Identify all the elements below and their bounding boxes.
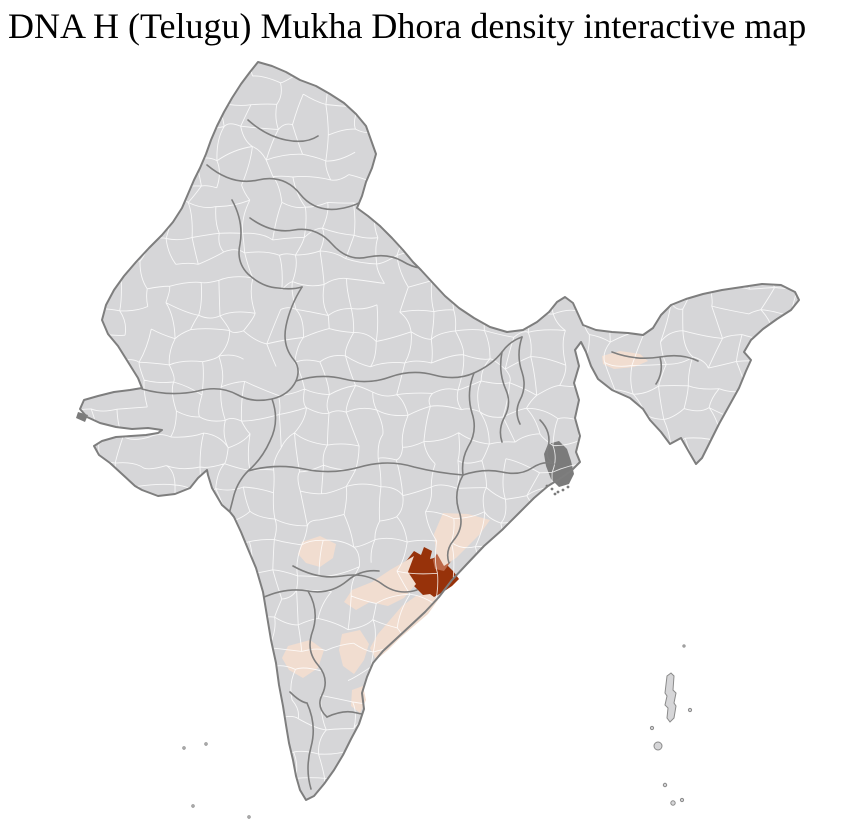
delta-islet-dot [561,488,565,492]
state-border [307,590,328,718]
island-region[interactable] [204,742,208,746]
island-region[interactable] [182,746,186,750]
island-region[interactable] [664,672,677,723]
district-east-coast-core[interactable] [402,547,459,599]
state-border [231,199,303,290]
island-region[interactable] [247,815,251,819]
state-border [655,356,663,385]
page-title: DNA H (Telugu) Mukha Dhora density inter… [8,6,807,46]
delta-islet-dot [550,487,554,491]
island-region[interactable] [649,725,655,731]
state-border [461,372,476,476]
state-border [289,691,315,790]
state-border [539,419,553,463]
state-border [141,286,303,402]
india-landmass[interactable] [80,62,799,800]
island-region[interactable] [687,707,693,713]
island-region[interactable] [679,797,685,803]
island-region[interactable] [191,804,195,808]
delta-islet-dot [566,485,570,489]
island-region[interactable] [662,782,668,788]
state-border [516,336,525,425]
island-region[interactable] [653,741,663,751]
state-border [249,217,421,269]
district-coastal-delta-south[interactable] [370,594,438,660]
state-border [247,462,464,476]
india-outline [79,61,800,801]
island-region[interactable] [682,644,686,648]
district-northeast-valley-district[interactable] [602,351,648,369]
state-border [261,569,380,599]
state-border [206,164,372,211]
island-region[interactable] [670,800,676,806]
delta-islet-dot [553,492,557,496]
state-border [499,351,510,443]
state-border [292,565,418,593]
state-border [462,461,555,476]
state-border [446,474,464,564]
state-border [247,119,319,143]
district-south-coastal-district[interactable] [339,630,369,674]
district-delta-islands-region[interactable] [544,441,574,487]
district-interior-plateau-district[interactable] [298,536,336,567]
delta-islet-dot [556,490,560,494]
